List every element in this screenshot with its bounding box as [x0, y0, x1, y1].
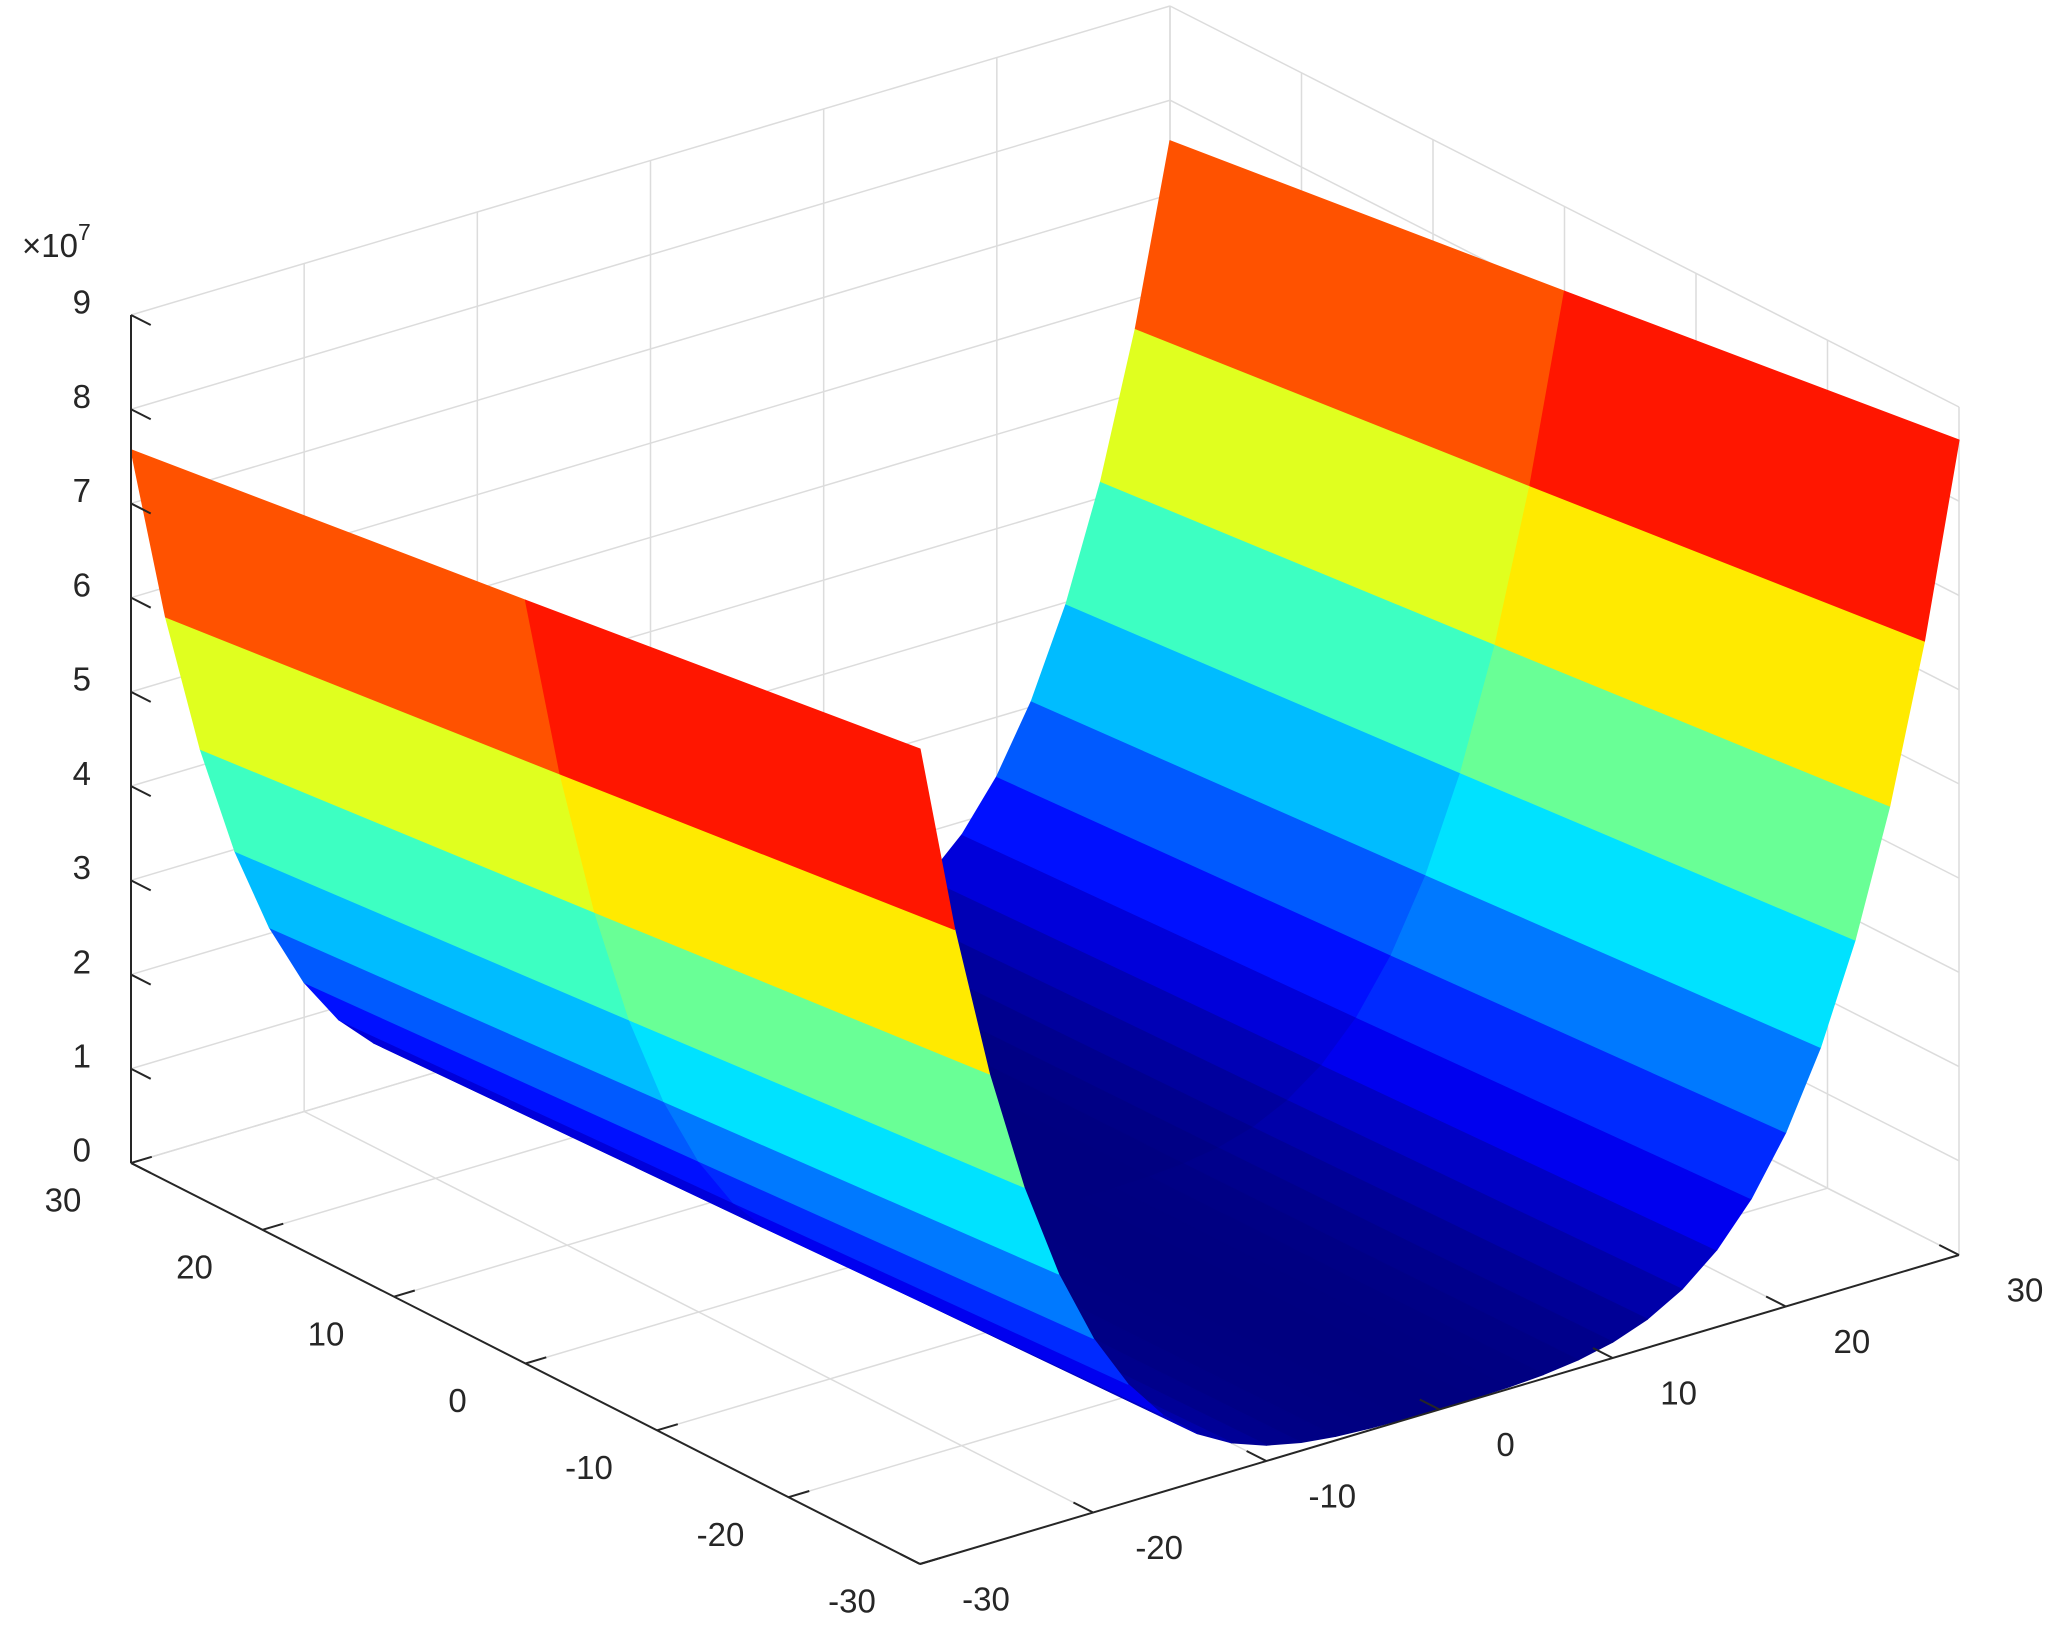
- z-tick-label: 6: [73, 566, 91, 603]
- y-tick-label: -20: [697, 1516, 745, 1553]
- x-tick: [1246, 1450, 1267, 1462]
- z-tick-label: 3: [73, 849, 91, 886]
- x-tick: [1419, 1398, 1440, 1411]
- y-tick-label: 30: [45, 1182, 82, 1219]
- z-tick-label: 1: [73, 1037, 91, 1074]
- x-tick: [1938, 1244, 1960, 1256]
- surface-cell: [1529, 290, 1960, 642]
- z-tick: [130, 973, 152, 986]
- z-tick: [130, 596, 152, 609]
- y-tick: [788, 1490, 810, 1499]
- z-tick: [130, 690, 152, 703]
- z-exponent: ×107: [22, 219, 91, 264]
- z-tick-label: 8: [73, 378, 91, 415]
- z-tick-label: 2: [73, 943, 91, 980]
- x-tick: [1072, 1501, 1094, 1514]
- grid-line: [130, 193, 1171, 505]
- z-tick-label: 0: [73, 1132, 91, 1169]
- y-tick-label: -30: [828, 1583, 876, 1620]
- x-tick-label: 30: [2007, 1272, 2044, 1309]
- surface: [130, 140, 1960, 1446]
- y-tick-label: -10: [565, 1449, 613, 1486]
- z-tick: [130, 502, 152, 515]
- y-tick-label: 20: [176, 1249, 213, 1286]
- y-tick: [393, 1289, 416, 1298]
- x-tick: [1765, 1295, 1787, 1308]
- z-tick: [130, 408, 152, 421]
- z-tick: [130, 1067, 152, 1080]
- z-tick-label: 7: [73, 472, 91, 509]
- axes: -30 -20 -10 0 10 20 30 -30 -20 -10 0 10 20 30 0 1 2 3 4 5 6 7…: [45, 284, 2044, 1620]
- x-tick-label: 0: [1496, 1426, 1514, 1463]
- x-tick-label: 20: [1833, 1323, 1870, 1360]
- z-tick: [130, 785, 152, 798]
- z-exponent-base: ×10: [22, 227, 78, 264]
- grid-line: [130, 99, 1171, 410]
- z-tick-label: 5: [73, 661, 91, 698]
- y-tick: [656, 1423, 679, 1432]
- x-tick-label: -20: [1135, 1529, 1183, 1566]
- x-tick-label: -10: [1308, 1478, 1356, 1515]
- surface-cell: [524, 599, 956, 931]
- z-tick: [130, 879, 152, 892]
- y-tick-label: 10: [308, 1315, 345, 1352]
- x-tick: [899, 1553, 921, 1565]
- x-tick-label: -30: [962, 1581, 1010, 1618]
- grid-line: [130, 5, 1171, 316]
- grid-line: [1169, 5, 1960, 408]
- z-tick-label: 4: [73, 755, 91, 792]
- z-tick: [130, 1162, 152, 1174]
- y-tick: [130, 1155, 153, 1164]
- y-tick: [262, 1222, 284, 1231]
- x-tick: [1592, 1347, 1614, 1359]
- z-exponent-power: 7: [78, 219, 91, 245]
- x-tick-label: 10: [1660, 1375, 1697, 1412]
- y-tick: [525, 1356, 547, 1365]
- z-tick-label: 9: [73, 284, 91, 321]
- y-tick-label: 0: [448, 1382, 466, 1419]
- y-tick: [919, 1556, 942, 1565]
- z-tick: [130, 314, 152, 326]
